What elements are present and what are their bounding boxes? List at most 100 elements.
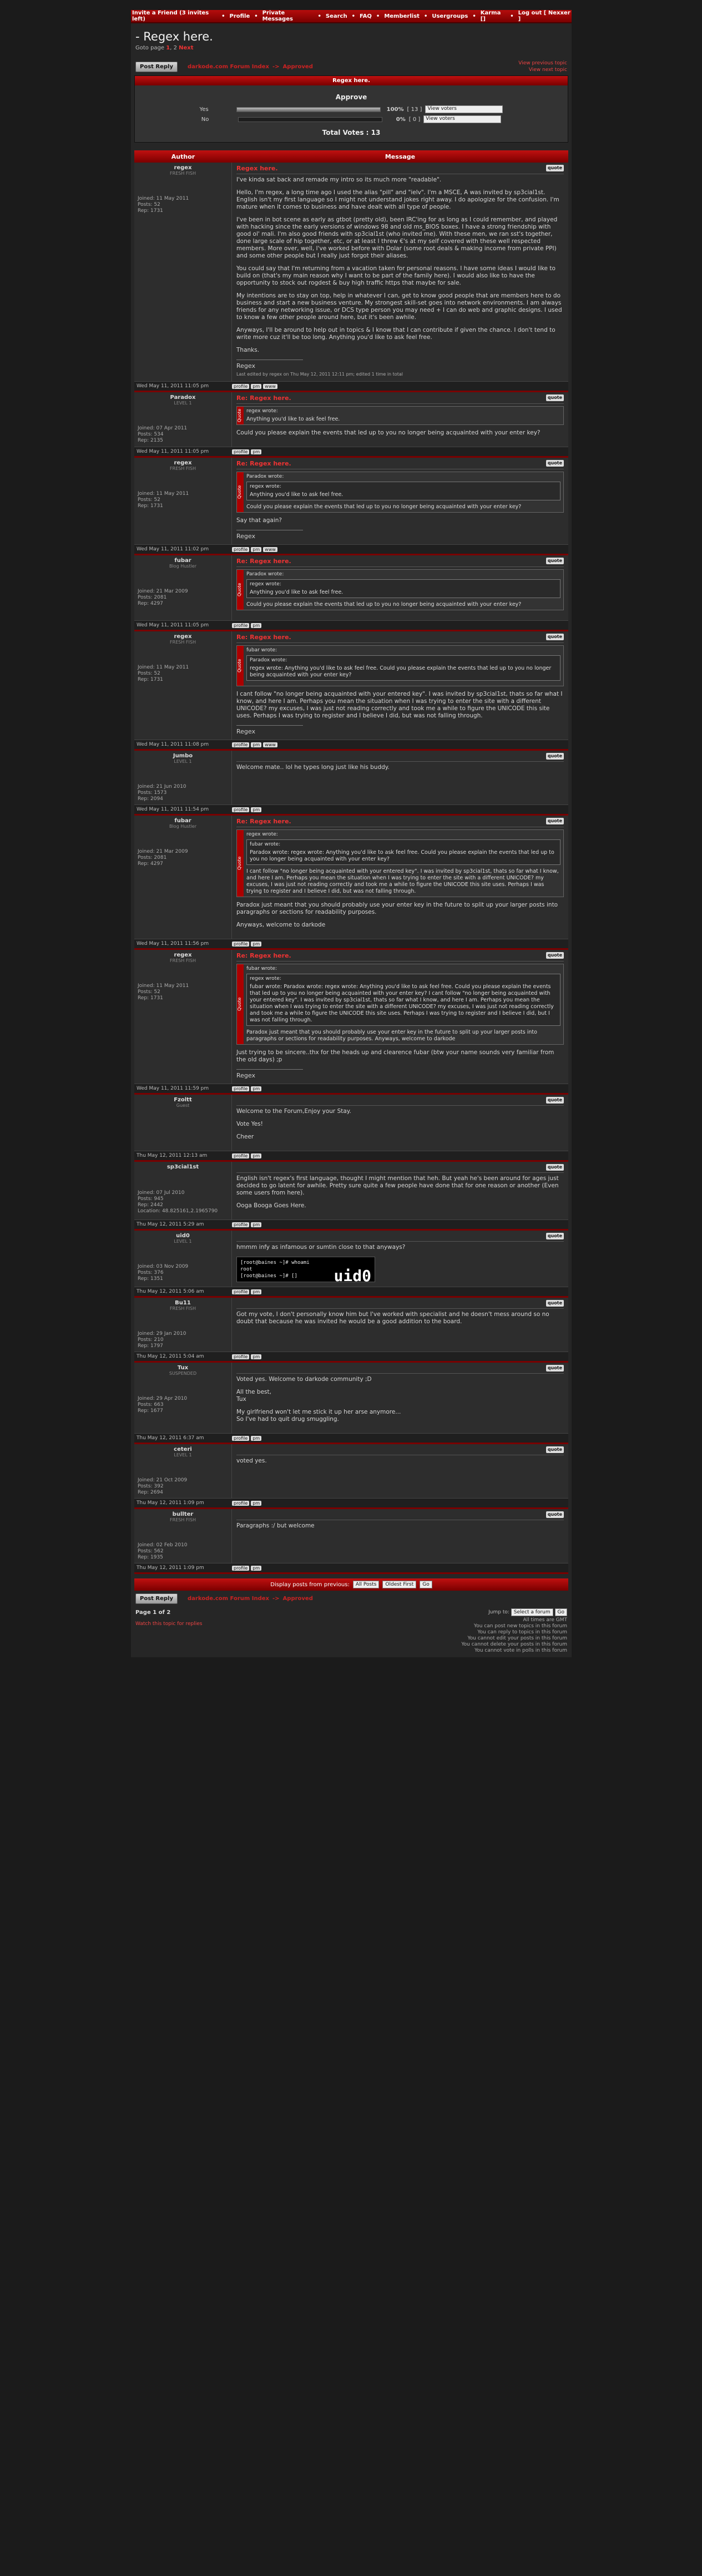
author-name[interactable]: uid0 bbox=[176, 1233, 190, 1239]
pm-button[interactable]: pm bbox=[251, 1289, 262, 1294]
author-name[interactable]: ceteri bbox=[174, 1446, 192, 1453]
profile-button[interactable]: profile bbox=[232, 1222, 250, 1227]
quote-button[interactable]: quote bbox=[546, 558, 564, 564]
quote-button[interactable]: quote bbox=[546, 165, 564, 171]
post-reply-button-bottom[interactable]: Post Reply bbox=[135, 1593, 178, 1604]
quote-button[interactable]: quote bbox=[546, 1097, 564, 1104]
quote-button[interactable]: quote bbox=[546, 1446, 564, 1453]
profile-button[interactable]: profile bbox=[232, 623, 250, 628]
quote-button[interactable]: quote bbox=[546, 952, 564, 959]
post-row: regex FRESH FISH Joined: 11 May 2011 Posts:… bbox=[134, 631, 568, 740]
author-panel: Fzoltt Guest bbox=[134, 1095, 232, 1151]
page-2-link[interactable]: 2 bbox=[173, 45, 177, 51]
view-voters-select[interactable]: View voters bbox=[423, 115, 502, 123]
view-voters-select[interactable]: View voters bbox=[425, 105, 503, 113]
author-name[interactable]: regex bbox=[174, 952, 192, 958]
profile-button[interactable]: profile bbox=[232, 1565, 250, 1571]
pm-button[interactable]: pm bbox=[251, 1086, 262, 1091]
www-button[interactable]: www bbox=[263, 742, 277, 747]
pm-button[interactable]: pm bbox=[251, 742, 262, 747]
topbar-link-3[interactable]: Search bbox=[325, 13, 347, 19]
author-name[interactable]: regex bbox=[174, 165, 192, 171]
approved-link[interactable]: Approved bbox=[282, 63, 313, 70]
post: ceteri LEVEL 1 Joined: 21 Oct 2009 Posts: 3… bbox=[134, 1444, 568, 1509]
www-button[interactable]: www bbox=[263, 383, 277, 389]
topbar-link-0[interactable]: Invite a Friend (3 invites left) bbox=[132, 10, 209, 22]
author-name[interactable]: Jumbo bbox=[173, 753, 193, 759]
post-reply-button[interactable]: Post Reply bbox=[135, 61, 178, 72]
profile-button[interactable]: profile bbox=[232, 807, 250, 812]
profile-button[interactable]: profile bbox=[232, 742, 250, 747]
pm-button[interactable]: pm bbox=[251, 1153, 262, 1158]
approved-link-bottom[interactable]: Approved bbox=[282, 1595, 313, 1602]
posts-range-select[interactable]: All Posts bbox=[352, 1581, 380, 1588]
quote-button[interactable]: quote bbox=[546, 1365, 564, 1371]
quote-button[interactable]: quote bbox=[546, 394, 564, 401]
post-body: quote Paragraphs :/ but welcome bbox=[232, 1509, 568, 1563]
sort-order-select[interactable]: Oldest First bbox=[382, 1581, 417, 1588]
profile-button[interactable]: profile bbox=[232, 1354, 250, 1359]
pm-button[interactable]: pm bbox=[251, 449, 262, 454]
author-name[interactable]: Bu11 bbox=[175, 1300, 191, 1306]
pm-button[interactable]: pm bbox=[251, 1565, 262, 1571]
topbar-link-6[interactable]: Usergroups bbox=[432, 13, 468, 19]
author-name[interactable]: regex bbox=[174, 634, 192, 640]
author-name[interactable]: sp3cial1st bbox=[166, 1164, 199, 1170]
profile-button[interactable]: profile bbox=[232, 449, 250, 454]
next-topic-link[interactable]: View next topic bbox=[528, 67, 567, 73]
pm-button[interactable]: pm bbox=[251, 1500, 262, 1506]
profile-button[interactable]: profile bbox=[232, 1153, 250, 1158]
message-paragraph: Welcome to the Forum,Enjoy your Stay. bbox=[236, 1108, 351, 1115]
author-name[interactable]: fubar bbox=[174, 818, 191, 824]
forum-select[interactable]: Select a forum bbox=[511, 1608, 553, 1616]
quote-button[interactable]: quote bbox=[546, 1300, 564, 1307]
author-name[interactable]: Fzoltt bbox=[174, 1097, 192, 1103]
topic-title[interactable]: - Regex here. bbox=[135, 30, 213, 43]
quote-button[interactable]: quote bbox=[546, 460, 564, 467]
profile-button[interactable]: profile bbox=[232, 546, 250, 552]
profile-button[interactable]: profile bbox=[232, 1500, 250, 1506]
profile-button[interactable]: profile bbox=[232, 941, 250, 947]
pm-button[interactable]: pm bbox=[251, 1435, 262, 1441]
quote-button[interactable]: quote bbox=[546, 1164, 564, 1171]
quote-button[interactable]: quote bbox=[546, 1511, 564, 1518]
author-name[interactable]: Paradox bbox=[170, 394, 196, 401]
forum-index-link-bottom[interactable]: darkode.com Forum Index bbox=[188, 1595, 270, 1602]
quote-button[interactable]: quote bbox=[546, 1233, 564, 1239]
quote-button[interactable]: quote bbox=[546, 818, 564, 824]
author-name[interactable]: regex bbox=[174, 460, 192, 466]
forum-index-link[interactable]: darkode.com Forum Index bbox=[188, 63, 270, 70]
author-info-line: Joined: 11 May 2011 bbox=[138, 665, 189, 670]
topbar-link-2[interactable]: Private Messages bbox=[262, 10, 293, 22]
watch-topic-link[interactable]: Watch this topic for replies bbox=[135, 1621, 203, 1627]
author-rank: FRESH FISH bbox=[170, 640, 196, 645]
topbar-link-8[interactable]: Log out [ Nexxer ] bbox=[518, 10, 570, 22]
pm-button[interactable]: pm bbox=[251, 1354, 262, 1359]
author-name[interactable]: bullter bbox=[172, 1511, 194, 1517]
author-name[interactable]: Tux bbox=[177, 1365, 189, 1371]
profile-button[interactable]: profile bbox=[232, 1289, 250, 1294]
pm-button[interactable]: pm bbox=[251, 807, 262, 812]
www-button[interactable]: www bbox=[263, 546, 277, 552]
pm-button[interactable]: pm bbox=[251, 546, 262, 552]
quote-button[interactable]: quote bbox=[546, 634, 564, 640]
jump-go-button[interactable]: Go bbox=[554, 1608, 567, 1616]
topbar-link-7[interactable]: Karma [] bbox=[480, 10, 501, 22]
pm-button[interactable]: pm bbox=[251, 383, 262, 389]
topbar-link-4[interactable]: FAQ bbox=[359, 13, 372, 19]
quote-button[interactable]: quote bbox=[546, 753, 564, 760]
next-page-link[interactable]: Next bbox=[179, 45, 194, 51]
profile-button[interactable]: profile bbox=[232, 383, 250, 389]
prev-topic-link[interactable]: View previous topic bbox=[518, 60, 567, 66]
author-name[interactable]: fubar bbox=[174, 558, 191, 564]
pm-button[interactable]: pm bbox=[251, 941, 262, 947]
topbar-link-1[interactable]: Profile bbox=[229, 13, 250, 19]
pm-button[interactable]: pm bbox=[251, 1222, 262, 1227]
topbar-link-5[interactable]: Memberlist bbox=[384, 13, 420, 19]
permission-line: You can reply to topics in this forum bbox=[477, 1629, 567, 1635]
profile-button[interactable]: profile bbox=[232, 1086, 250, 1091]
profile-button[interactable]: profile bbox=[232, 1435, 250, 1441]
display-go-button[interactable]: Go bbox=[420, 1581, 432, 1588]
page-1-link[interactable]: 1 bbox=[166, 45, 170, 51]
pm-button[interactable]: pm bbox=[251, 623, 262, 628]
